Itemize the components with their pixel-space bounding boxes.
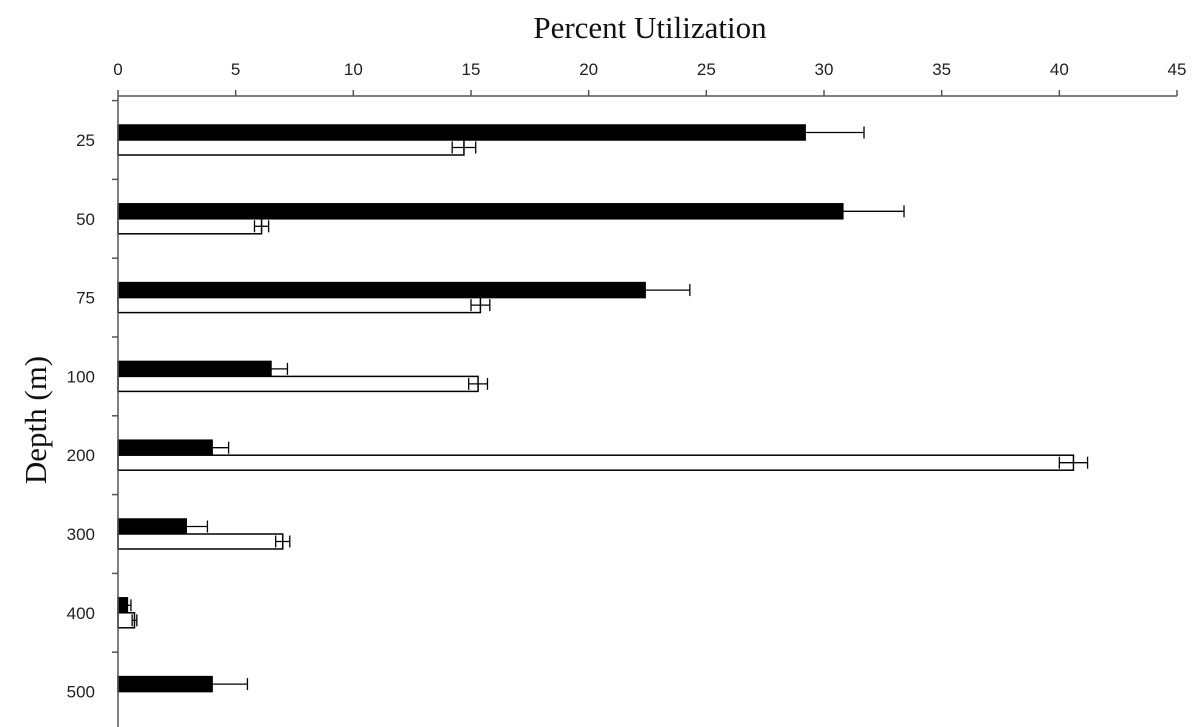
x-tick-label: 0 <box>113 60 122 79</box>
bar <box>117 360 272 378</box>
bar <box>117 454 1075 471</box>
y-tick-label: 200 <box>67 446 95 465</box>
bar <box>117 203 844 220</box>
y-tick-label: 50 <box>76 210 95 229</box>
x-tick-label: 30 <box>815 60 834 79</box>
x-tick-label: 45 <box>1168 60 1187 79</box>
x-tick-label: 5 <box>231 60 240 79</box>
x-tick-label: 25 <box>697 60 716 79</box>
bar <box>117 218 263 235</box>
y-tick-label: 400 <box>67 604 95 623</box>
y-axis: 25 50 75 100 200 300 400 500 <box>67 99 118 702</box>
y-tick-label: 100 <box>67 367 95 386</box>
x-axis: 0 5 10 15 20 25 30 35 40 45 <box>113 60 1186 96</box>
bar <box>117 296 482 314</box>
x-axis-title: Percent Utilization <box>533 10 767 45</box>
bar <box>117 375 479 393</box>
bar <box>117 281 646 299</box>
x-tick-label: 40 <box>1050 60 1069 79</box>
y-tick-label: 25 <box>76 131 95 150</box>
bar <box>117 533 284 550</box>
x-tick-label: 20 <box>579 60 598 79</box>
y-axis-title: Depth (m) <box>18 356 53 484</box>
bar <box>117 124 806 141</box>
y-tick-label: 500 <box>67 683 95 702</box>
x-tick-label: 10 <box>344 60 363 79</box>
x-tick-label: 35 <box>932 60 951 79</box>
bar <box>117 139 465 156</box>
x-tick-label: 15 <box>462 60 481 79</box>
y-tick-label: 300 <box>67 525 95 544</box>
y-tick-label: 75 <box>76 289 95 308</box>
bars <box>117 124 1089 693</box>
